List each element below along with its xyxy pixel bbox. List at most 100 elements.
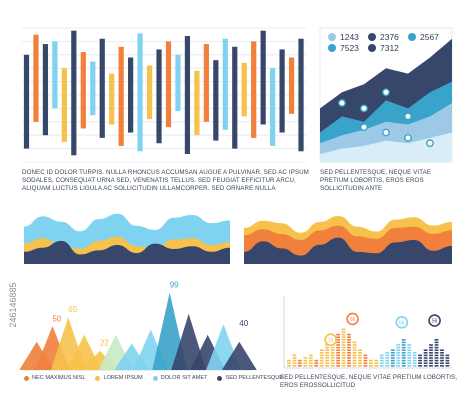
stat-value: 1243 — [340, 32, 359, 42]
bar-cell — [374, 359, 379, 362]
bar-cell — [407, 362, 412, 364]
bar-cell — [325, 357, 330, 359]
bar-cell — [396, 346, 401, 349]
bar-cell — [347, 336, 351, 338]
bar — [71, 30, 77, 156]
stat-dot — [368, 44, 376, 52]
bar-cell — [341, 362, 346, 364]
legend-dot — [217, 375, 223, 381]
bar-cell — [429, 346, 433, 349]
value-marker — [395, 315, 409, 329]
bar-cell — [308, 354, 313, 357]
value-marker — [428, 314, 441, 327]
bar-cell — [369, 362, 373, 364]
bar-cell — [440, 349, 444, 351]
bar-cell — [390, 349, 395, 351]
bar-cell — [407, 352, 412, 354]
bar-cell — [358, 349, 362, 351]
bar-cell — [297, 362, 302, 364]
bar-cell — [347, 341, 351, 344]
bar-cell — [292, 359, 297, 362]
marker — [404, 133, 412, 142]
bar-cell — [352, 354, 357, 357]
bar-cell — [358, 362, 362, 364]
bar-cell — [379, 354, 384, 357]
bar-cell — [314, 362, 319, 364]
bar-cell — [429, 354, 433, 357]
bar-cell — [374, 362, 379, 364]
bar-cell — [341, 339, 346, 341]
bar — [270, 68, 276, 146]
dot-bar-chart: 66 16 56 56 — [283, 296, 452, 369]
bar-cell — [336, 349, 340, 351]
bar-cell — [314, 359, 319, 362]
stat-dot — [328, 33, 336, 41]
bar-cell — [336, 354, 340, 357]
bar-cell — [352, 346, 357, 349]
bar-cell — [358, 352, 362, 354]
bar-cell — [330, 346, 335, 349]
stat-dot — [328, 44, 336, 52]
bar — [222, 38, 228, 130]
bar-cell — [418, 357, 422, 359]
peaks-chart: 50 65 22 99 40 — [19, 280, 257, 371]
bar — [118, 46, 124, 146]
peak-label: 40 — [239, 319, 248, 328]
bar-cell — [336, 346, 340, 349]
bar — [61, 68, 67, 142]
bar-cell — [330, 362, 335, 364]
bar-cell — [330, 354, 335, 357]
value-label: 56 — [399, 320, 405, 326]
bar-cell — [352, 365, 357, 367]
bar-cell — [330, 365, 335, 367]
bar-cell — [341, 346, 346, 349]
bar-cell — [401, 341, 406, 344]
bar-cell — [407, 349, 412, 351]
bar-cell — [319, 359, 324, 362]
marker — [360, 104, 368, 113]
bar-cell — [341, 357, 346, 359]
bar-cell — [347, 357, 351, 359]
bar-cell — [363, 357, 368, 359]
bar — [137, 33, 143, 152]
bar-cell — [292, 362, 297, 364]
wave-layer — [24, 240, 230, 264]
bar-cell — [401, 349, 406, 351]
bar — [42, 44, 49, 136]
bar — [52, 41, 58, 109]
bar-cell — [319, 357, 324, 359]
bar-cell — [396, 357, 401, 359]
bar — [80, 52, 86, 129]
bar-cell — [303, 365, 308, 367]
bar-cell — [319, 349, 324, 351]
bar-cell — [434, 344, 439, 346]
bar-cell — [287, 365, 291, 367]
stat-value: 7523 — [340, 43, 359, 53]
bar-cell — [445, 365, 450, 367]
bar-cell — [434, 349, 439, 351]
bar — [232, 46, 238, 149]
bar-cell — [434, 354, 439, 357]
legend-item: SED PELLENTESQUE — [217, 375, 283, 381]
bar-cell — [423, 362, 428, 364]
bar-cell — [352, 357, 357, 359]
bar-cell — [292, 357, 297, 359]
bar-cell — [336, 357, 340, 359]
bar-cell — [325, 362, 330, 364]
bar-cell — [423, 357, 428, 359]
bar-cell — [297, 359, 302, 362]
bar-cell — [385, 357, 390, 359]
bar-cell — [385, 354, 390, 357]
legend-label: NEC MAXIMUS NISL — [32, 375, 86, 381]
bar-cell — [347, 354, 351, 357]
bar — [260, 30, 266, 125]
bar-cell — [440, 357, 444, 359]
bar-cell — [308, 362, 313, 364]
bar-cell — [297, 365, 302, 367]
peaks-legend: NEC MAXIMUS NISL LOREM IPSUM DOLOR SIT A… — [24, 375, 283, 381]
bar-cell — [390, 365, 395, 367]
stat-dot — [368, 33, 376, 41]
stat-value: 2567 — [420, 32, 439, 42]
bar-cell — [341, 333, 346, 336]
